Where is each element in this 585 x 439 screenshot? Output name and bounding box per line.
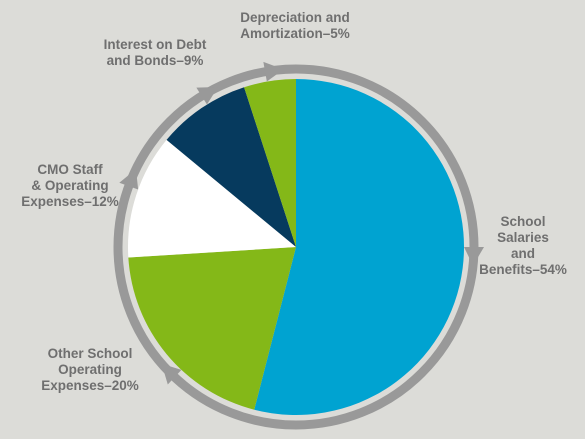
slice-label-1: School Salaries and Benefits–54% (479, 214, 567, 277)
slice-label-line: Expenses–20% (41, 378, 139, 393)
ring-arrow-4 (196, 87, 218, 105)
slice-label-line: Interest on Debt (104, 37, 207, 52)
ring-arrow-5 (263, 61, 284, 82)
slice-label-line: Depreciation and (240, 10, 350, 25)
slice-label-2: Other School Operating Expenses–20% (41, 346, 139, 393)
slice-label-line: CMO Staff (37, 162, 103, 177)
slice-label-line: Expenses–12% (21, 194, 119, 209)
ring-arrow-2 (161, 363, 182, 385)
slice-label-4: Interest on Debt and Bonds–9% (104, 37, 207, 68)
pie-slice-3 (128, 139, 296, 258)
slice-label-line: and (511, 246, 535, 261)
slice-label-line: Other School (48, 346, 133, 361)
slice-label-5: Depreciation and Amortization–5% (240, 10, 350, 41)
slice-label-3: CMO Staff & Operating Expenses–12% (21, 162, 119, 209)
pie-slice-4 (166, 87, 296, 247)
pie-slice-2 (128, 247, 296, 410)
slice-label-line: School (500, 214, 545, 229)
slice-label-line: Benefits–54% (479, 262, 567, 277)
slice-label-line: Salaries (497, 230, 549, 245)
pie-slice-1 (254, 79, 464, 415)
slice-label-line: and Bonds–9% (107, 53, 204, 68)
pie-slice-5 (244, 79, 296, 247)
slice-label-line: Operating (58, 362, 122, 377)
slice-label-line: & Operating (31, 178, 108, 193)
ring-arrow-1 (464, 247, 484, 266)
ring-arrow-3 (119, 168, 139, 190)
slice-label-line: Amortization–5% (240, 26, 350, 41)
